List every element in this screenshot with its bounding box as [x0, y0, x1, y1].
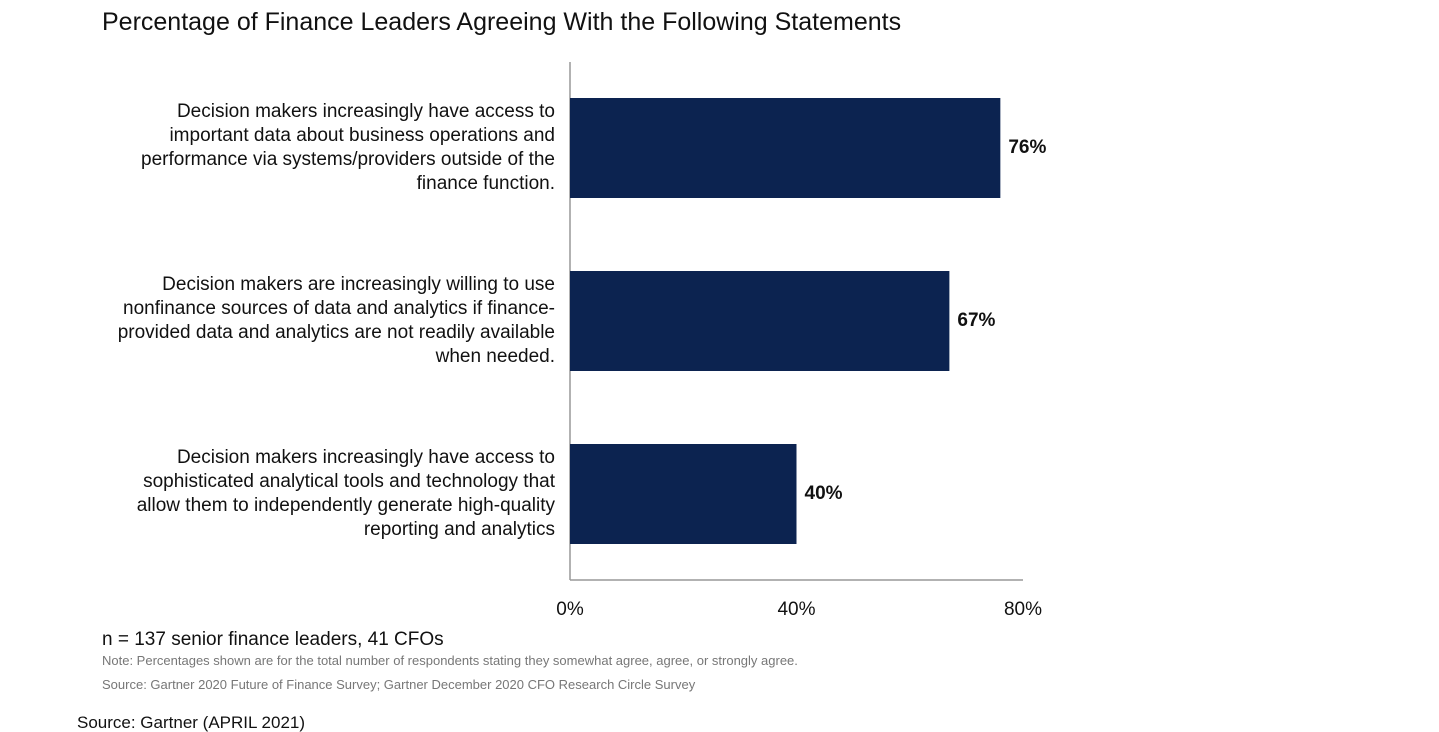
caption: Source: Gartner (APRIL 2021): [77, 713, 306, 732]
y-tick-label: Decision makers are increasingly willing…: [117, 274, 555, 367]
x-tick-label: 40%: [777, 599, 815, 620]
value-label: 40%: [805, 483, 843, 504]
y-tick-label: Decision makers increasingly have access…: [141, 101, 555, 194]
bar: [570, 98, 1001, 198]
sample-note: n = 137 senior finance leaders, 41 CFOs: [102, 629, 444, 650]
chart-title: Percentage of Finance Leaders Agreeing W…: [102, 8, 902, 36]
bar: [570, 444, 797, 544]
value-label: 76%: [1008, 137, 1046, 158]
bar: [570, 271, 950, 371]
note: Note: Percentages shown are for the tota…: [102, 653, 798, 668]
value-label: 67%: [957, 310, 995, 331]
y-tick-label: Decision makers increasingly have access…: [136, 447, 555, 540]
x-tick-label: 0%: [556, 599, 584, 620]
source: Source: Gartner 2020 Future of Finance S…: [102, 677, 696, 692]
x-tick-label: 80%: [1004, 599, 1042, 620]
